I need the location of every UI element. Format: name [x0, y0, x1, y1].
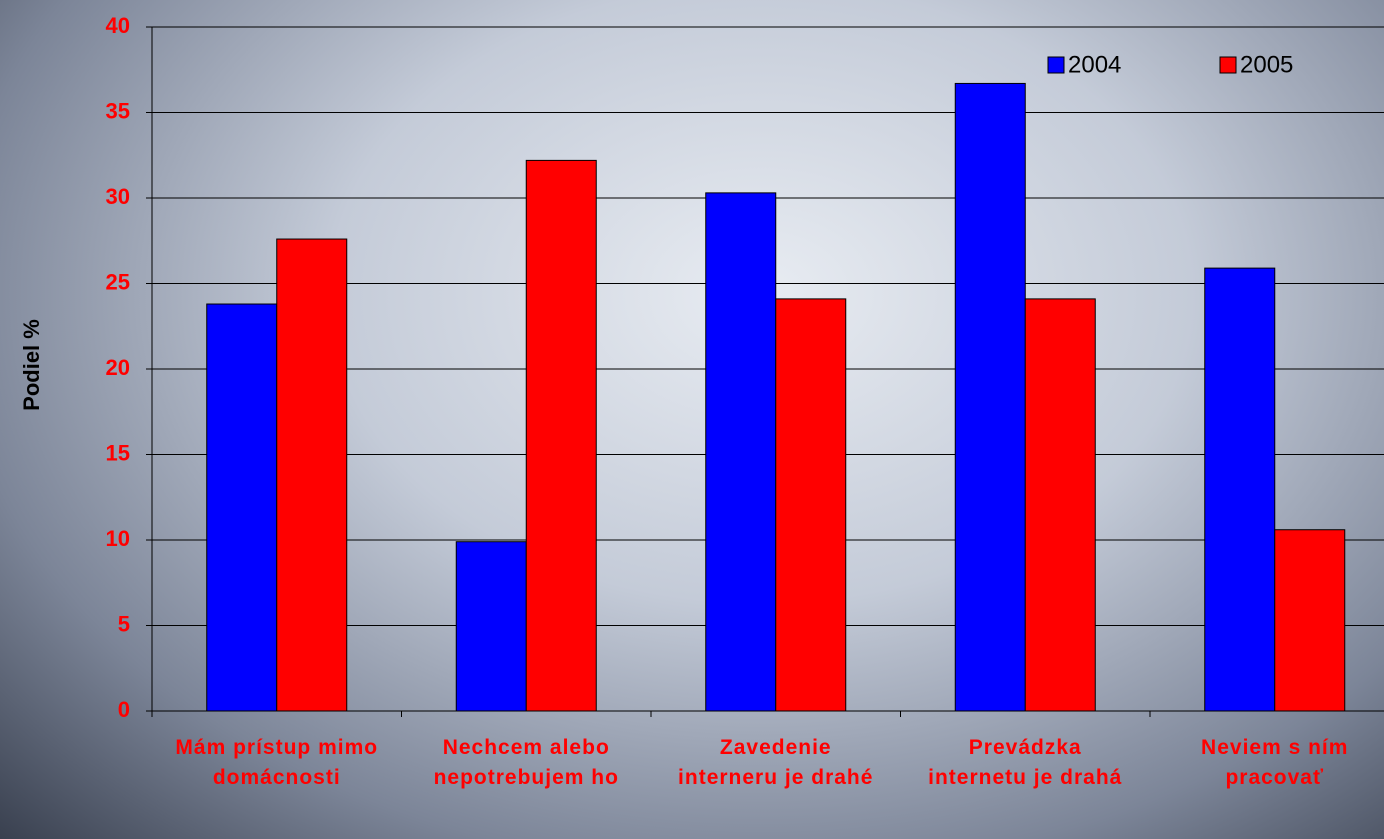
y-tick-label: 30 — [106, 184, 130, 209]
y-tick-label: 35 — [106, 98, 130, 123]
legend-label: 2005 — [1240, 51, 1293, 78]
bar — [455, 541, 527, 712]
bar — [1204, 267, 1276, 712]
x-tick-label: Mám prístup mimo domácnosti — [175, 736, 379, 789]
legend-swatch — [1047, 56, 1065, 74]
y-tick-label: 15 — [106, 440, 130, 465]
x-tick-label: Zavedenie interneru je drahé — [678, 736, 874, 789]
bar — [525, 159, 597, 712]
y-tick-label: 25 — [106, 269, 130, 294]
bar — [775, 298, 847, 712]
legend-label: 2004 — [1068, 51, 1121, 78]
bar — [1274, 529, 1346, 712]
x-tick-label: Nechcem alebo nepotrebujem ho — [433, 736, 619, 789]
y-tick-label: 5 — [118, 611, 130, 636]
y-tick-label: 0 — [118, 697, 130, 722]
y-axis-label: Podiel % — [19, 319, 44, 411]
bar — [1024, 298, 1096, 712]
bar — [954, 82, 1026, 712]
bar — [276, 238, 348, 712]
bar — [206, 303, 278, 712]
legend-swatch — [1219, 56, 1237, 74]
x-tick-label: Prevádzka internetu je drahá — [928, 736, 1123, 789]
bar — [705, 192, 777, 712]
y-tick-label: 10 — [106, 526, 130, 551]
x-tick-label: Neviem s ním pracovať — [1201, 736, 1349, 789]
y-tick-label: 40 — [106, 13, 130, 38]
y-tick-label: 20 — [106, 355, 130, 380]
